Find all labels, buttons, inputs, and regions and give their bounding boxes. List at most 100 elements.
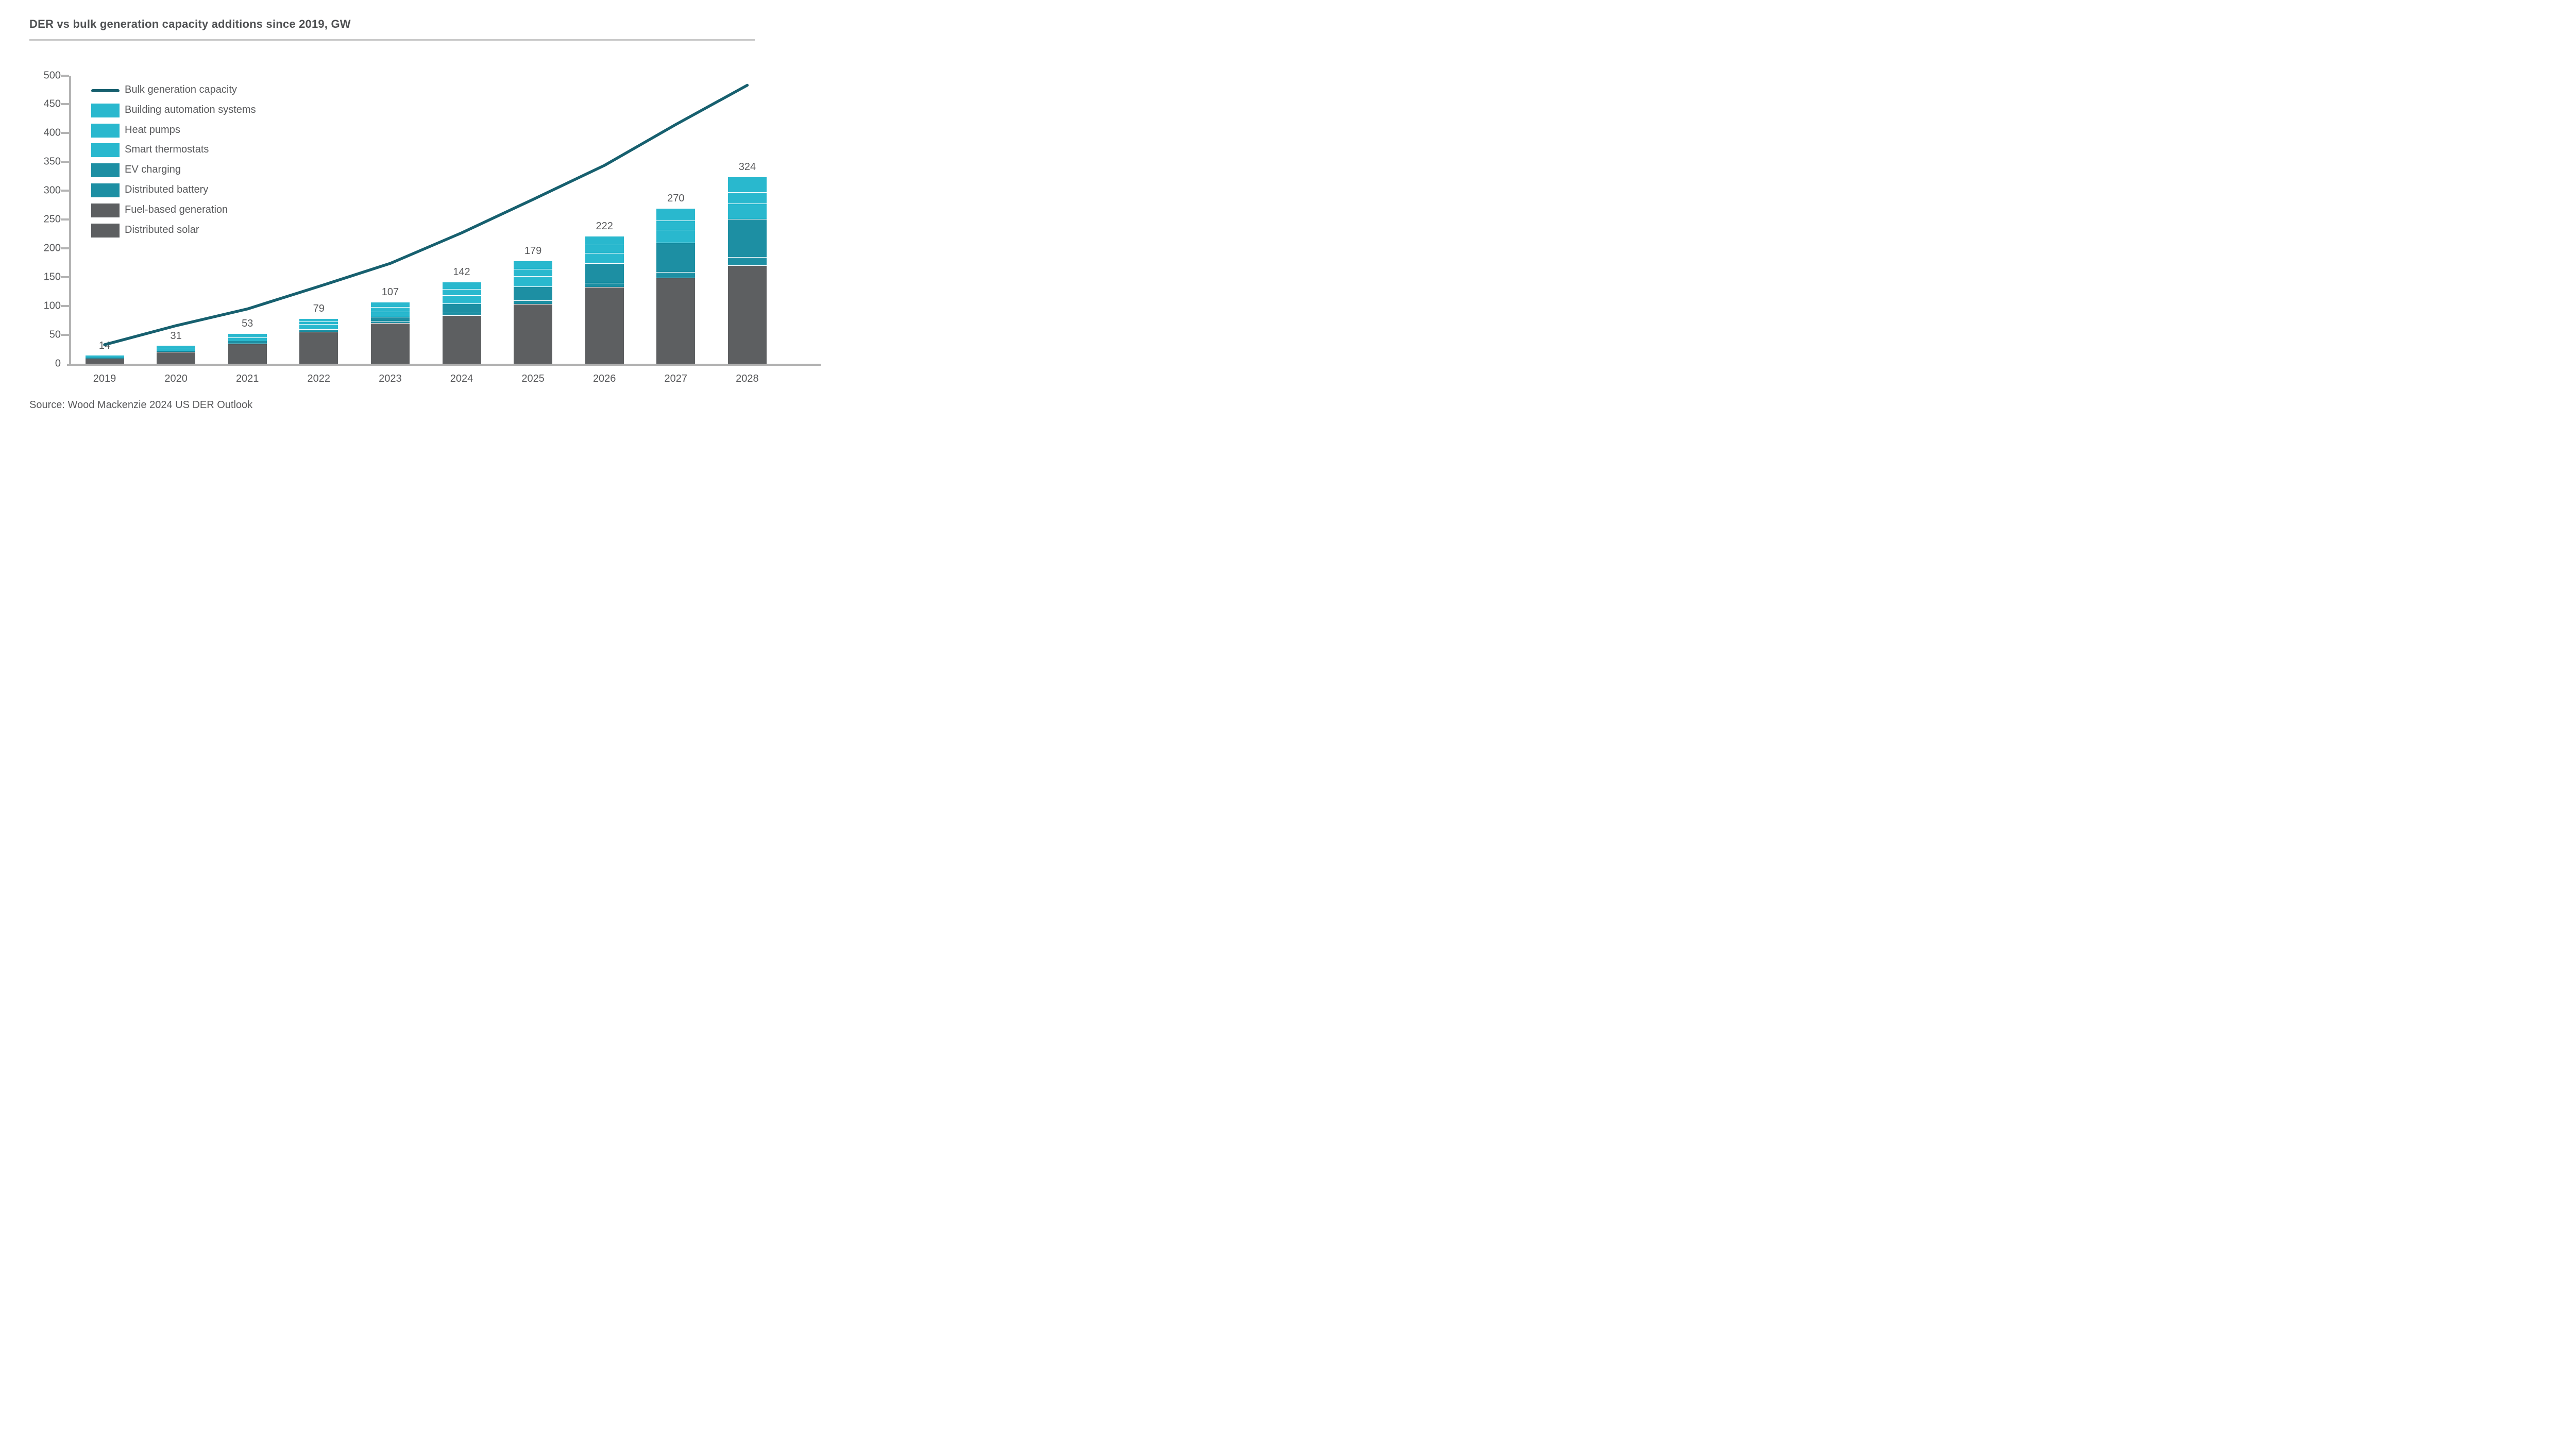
bar-segment-distributed-solar-2026	[585, 325, 624, 364]
legend-line-swatch	[91, 89, 120, 92]
bar-total-label-2021: 53	[242, 317, 253, 329]
bar-segment-smart-thermostats-2020	[157, 347, 196, 351]
bar-segment-distributed-solar-2024	[442, 338, 481, 364]
legend-label: Heat pumps	[125, 124, 180, 135]
bulk-generation-capacity-line-layer	[103, 83, 749, 346]
y-axis-tick-mark	[61, 276, 69, 279]
bar-total-label-2023: 107	[381, 286, 399, 298]
bar-segment-smart-thermostats-2025	[514, 276, 553, 287]
y-axis-tick-label: 50	[49, 329, 61, 341]
legend-color-swatch	[91, 143, 120, 158]
title-underline-rule	[29, 39, 755, 41]
legend-label: Smart thermostats	[125, 144, 209, 156]
bar-segment-heat-pumps-2022	[299, 321, 338, 325]
bar-segment-building-automation-systems-2026	[585, 235, 624, 245]
x-axis-label-2022: 2022	[307, 373, 331, 384]
y-axis-tick-label: 100	[43, 300, 61, 312]
bar-segment-building-automation-systems-2023	[370, 302, 410, 307]
legend-color-swatch	[91, 103, 120, 117]
x-axis-label-2025: 2025	[521, 373, 545, 384]
source-note: Source: Wood Mackenzie 2024 US DER Outlo…	[29, 399, 253, 411]
x-axis-label-2021: 2021	[235, 373, 259, 384]
bar-segment-distributed-battery-2024	[442, 312, 481, 315]
bar-segment-distributed-battery-2022	[299, 331, 338, 332]
bar-total-label-2027: 270	[667, 192, 685, 204]
y-axis-tick-label: 350	[43, 156, 61, 167]
bar-segment-ev-charging-2023	[370, 317, 410, 321]
legend-label: Distributed solar	[125, 224, 199, 235]
bar-total-label-2020: 31	[170, 330, 182, 342]
bar-segment-fuel-based-generation-2023	[370, 323, 410, 342]
bar-segment-building-automation-systems-2025	[514, 260, 553, 269]
y-axis-tick-label: 500	[43, 70, 61, 81]
bulk-generation-capacity-line	[103, 83, 749, 346]
bar-segment-distributed-solar-2023	[370, 342, 410, 364]
bar-segment-ev-charging-2027	[656, 243, 696, 273]
bar-segment-smart-thermostats-2022	[299, 324, 338, 329]
bar-segment-ev-charging-2028	[727, 219, 767, 257]
page-title: DER vs bulk generation capacity addition…	[29, 18, 351, 30]
bar-segment-distributed-battery-2023	[370, 321, 410, 323]
bar-segment-smart-thermostats-2027	[656, 230, 696, 243]
bar-segment-heat-pumps-2019	[85, 355, 124, 357]
x-axis-label-2028: 2028	[736, 373, 759, 384]
bar-segment-ev-charging-2025	[514, 286, 553, 300]
bar-segment-distributed-solar-2019	[85, 362, 124, 364]
bar-segment-building-automation-systems-2024	[442, 282, 481, 289]
bar-segment-distributed-battery-2028	[727, 257, 767, 265]
bar-segment-fuel-based-generation-2025	[514, 303, 553, 333]
chart-plot-area: 0 50 100 150 200 250 300 350 400 450 500 14 2019 31 20…	[0, 0, 832, 432]
y-axis-tick-mark	[61, 103, 69, 106]
y-axis-tick-label: 450	[43, 98, 61, 110]
bar-segment-distributed-solar-2027	[656, 317, 696, 364]
legend-color-swatch	[91, 123, 120, 138]
bar-segment-heat-pumps-2026	[585, 245, 624, 253]
bar-segment-ev-charging-2024	[442, 303, 481, 313]
bar-segment-smart-thermostats-2024	[442, 295, 481, 304]
y-axis-tick-label: 200	[43, 242, 61, 254]
bar-segment-building-automation-systems-2028	[727, 177, 767, 192]
bar-segment-distributed-battery-2020	[157, 351, 196, 352]
bar-segment-heat-pumps-2028	[727, 192, 767, 204]
bar-segment-building-automation-systems-2019	[85, 355, 124, 356]
x-axis-line	[67, 364, 821, 366]
x-axis-label-2024: 2024	[450, 373, 473, 384]
bar-total-label-2022: 79	[313, 302, 325, 314]
bar-segment-distributed-solar-2020	[157, 359, 196, 364]
y-axis-tick-label: 250	[43, 213, 61, 225]
legend-label: Fuel-based generation	[125, 204, 228, 215]
x-axis-label-2023: 2023	[379, 373, 402, 384]
bar-segment-building-automation-systems-2020	[157, 346, 196, 347]
bar-segment-heat-pumps-2020	[157, 346, 196, 348]
bar-segment-ev-charging-2022	[299, 329, 338, 331]
bar-total-label-2026: 222	[596, 220, 613, 232]
x-axis-label-2026: 2026	[592, 373, 616, 384]
legend-color-swatch	[91, 163, 120, 178]
bar-total-label-2025: 179	[524, 245, 542, 257]
y-axis-tick-label: 400	[43, 127, 61, 139]
y-axis-tick-label: 0	[55, 358, 61, 369]
bar-segment-heat-pumps-2023	[370, 307, 410, 312]
bar-segment-fuel-based-generation-2027	[656, 278, 696, 318]
bar-segment-heat-pumps-2025	[514, 268, 553, 276]
y-axis-tick-label: 300	[43, 184, 61, 196]
y-axis-line	[69, 75, 71, 366]
bar-segment-fuel-based-generation-2022	[299, 332, 338, 348]
bar-segment-fuel-based-generation-2024	[442, 315, 481, 338]
bar-segment-ev-charging-2021	[228, 341, 267, 343]
y-axis-tick-mark	[61, 334, 69, 336]
y-axis-tick-mark	[61, 132, 69, 134]
y-axis-tick-mark	[61, 190, 69, 192]
bar-segment-building-automation-systems-2021	[228, 333, 267, 336]
y-axis-tick-mark	[61, 74, 69, 77]
legend-color-swatch	[91, 223, 120, 238]
bar-segment-fuel-based-generation-2021	[228, 343, 267, 355]
bar-segment-distributed-battery-2021	[228, 342, 267, 344]
y-axis-tick-mark	[61, 305, 69, 308]
legend-label: Building automation systems	[125, 104, 256, 115]
legend-label: EV charging	[125, 164, 181, 176]
bar-segment-smart-thermostats-2023	[370, 312, 410, 317]
bar-segment-smart-thermostats-2028	[727, 203, 767, 219]
bar-segment-fuel-based-generation-2019	[85, 358, 124, 362]
bar-segment-distributed-solar-2028	[727, 311, 767, 364]
